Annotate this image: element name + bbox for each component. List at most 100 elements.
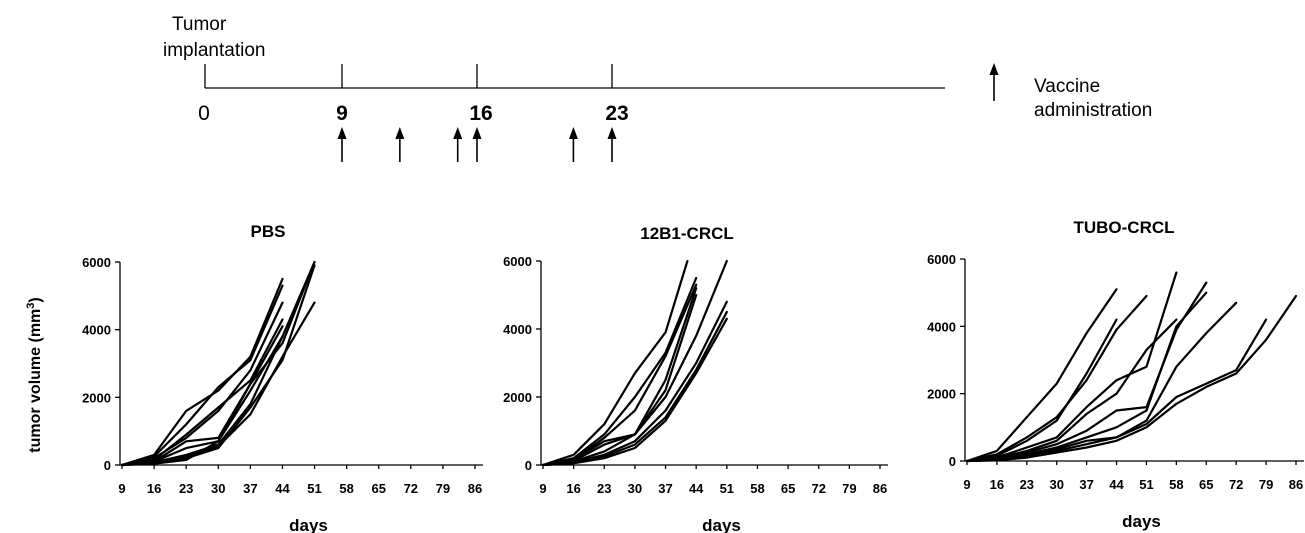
y-axis-label-close: ) [27, 297, 44, 302]
x-tick-label: 79 [1259, 477, 1273, 492]
y-axis-label-text: tumor volume (mm [27, 309, 44, 453]
vaccine-arrow-icon [607, 127, 617, 162]
timeline-day-23: 23 [605, 102, 628, 125]
x-tick-label: 72 [1229, 477, 1243, 492]
x-tick-label: 23 [597, 481, 611, 496]
x-tick-label: 30 [211, 481, 225, 496]
y-tick-label: 6000 [503, 254, 532, 269]
x-tick-label: 9 [118, 481, 125, 496]
x-tick-label: 65 [371, 481, 385, 496]
x-tick-label: 86 [1289, 477, 1303, 492]
series-line-7 [120, 260, 316, 467]
x-axis-label: days [1122, 512, 1161, 531]
x-tick-label: 65 [1199, 477, 1213, 492]
y-tick-label: 4000 [927, 319, 956, 334]
y-tick-label: 0 [104, 458, 111, 473]
x-tick-label: 72 [811, 481, 825, 496]
x-tick-label: 65 [781, 481, 795, 496]
timeline-day-9: 9 [336, 102, 348, 125]
legend-vaccine-line1: Vaccine [1034, 76, 1100, 97]
x-tick-label: 79 [436, 481, 450, 496]
series-line-10 [965, 294, 1298, 463]
series-line-9 [120, 264, 316, 467]
vaccine-arrow-icon [337, 127, 347, 162]
y-tick-label: 0 [949, 454, 956, 469]
x-tick-label: 51 [1139, 477, 1153, 492]
x-tick-label: 51 [720, 481, 734, 496]
x-tick-label: 9 [963, 477, 970, 492]
x-tick-label: 86 [468, 481, 482, 496]
chart-title: 12B1-CRCL [640, 224, 734, 243]
series-line-10 [120, 260, 316, 467]
y-tick-label: 2000 [503, 390, 532, 405]
x-tick-label: 79 [842, 481, 856, 496]
y-tick-label: 0 [525, 458, 532, 473]
x-tick-label: 58 [750, 481, 764, 496]
series-line-9 [541, 317, 728, 467]
chart-title: PBS [251, 222, 286, 241]
y-tick-label: 6000 [927, 252, 956, 267]
vaccine-arrows [337, 127, 617, 162]
y-tick-label: 4000 [503, 322, 532, 337]
vaccine-arrow-icon [395, 127, 405, 162]
vaccine-arrow-icon [568, 127, 578, 162]
x-tick-label: 16 [990, 477, 1004, 492]
y-axis-label: tumor volume (mm3) [25, 297, 44, 452]
series-line-8 [965, 301, 1238, 463]
x-tick-label: 58 [1169, 477, 1183, 492]
chart-title: TUBO-CRCL [1073, 218, 1174, 237]
series-line-1 [541, 259, 689, 467]
charts: PBS 0 2000 4000 6000 9 16 23 30 37 44 51 58 65 72 79 86 d… [82, 218, 1304, 533]
timeline-day-0: 0 [198, 102, 210, 125]
series-line-4 [120, 318, 284, 467]
x-tick-label: 23 [1020, 477, 1034, 492]
legend-vaccine-line2: administration [1034, 100, 1152, 121]
x-axis-label: days [289, 516, 328, 533]
vaccine-arrow-icon [453, 127, 463, 162]
timeline-start-label-line2: implantation [163, 40, 265, 61]
x-tick-label: 37 [243, 481, 257, 496]
chart-2: 12B1-CRCL 0 2000 4000 6000 9 16 23 30 37 44 51 58 65 7… [503, 224, 888, 533]
x-tick-label: 37 [658, 481, 672, 496]
series-line-1 [965, 288, 1118, 463]
y-axis-label-superscript: 3 [25, 303, 37, 309]
x-tick-label: 44 [1109, 477, 1124, 492]
legend-vaccine: Vaccine administration [989, 63, 1152, 121]
series-line-2 [120, 284, 284, 467]
vaccine-arrow-icon [472, 127, 482, 162]
legend-vaccine-label: Vaccine administration [1034, 76, 1152, 121]
series-line-2 [541, 276, 698, 467]
series-line-2 [965, 294, 1148, 463]
x-tick-label: 23 [179, 481, 193, 496]
x-tick-label: 37 [1079, 477, 1093, 492]
y-tick-label: 6000 [82, 255, 111, 270]
x-tick-label: 16 [147, 481, 161, 496]
y-tick-label: 2000 [927, 387, 956, 402]
x-tick-label: 51 [307, 481, 321, 496]
x-tick-label: 72 [404, 481, 418, 496]
x-tick-label: 30 [628, 481, 642, 496]
chart-3: TUBO-CRCL 0 2000 4000 6000 9 16 23 30 37 44 51 58 65 7… [927, 218, 1304, 531]
series-line-1 [120, 277, 284, 467]
x-tick-label: 58 [339, 481, 353, 496]
series-line-3 [120, 301, 284, 467]
series-line-3 [965, 318, 1118, 463]
x-tick-label: 30 [1049, 477, 1063, 492]
x-axis-label: days [702, 516, 741, 533]
series-line-4 [965, 271, 1178, 463]
legend-arrowhead-icon [989, 63, 999, 75]
x-tick-label: 9 [539, 481, 546, 496]
timeline-start-label: Tumor implantation [163, 14, 265, 61]
chart-1: PBS 0 2000 4000 6000 9 16 23 30 37 44 51 58 65 72 79 86 d… [82, 222, 483, 533]
y-tick-label: 4000 [82, 323, 111, 338]
series-line-5 [965, 318, 1178, 463]
timeline-day-16: 16 [469, 102, 492, 125]
x-tick-label: 86 [873, 481, 887, 496]
timeline: Tumor implantation 0 9 16 23 Vaccine adm… [163, 14, 1152, 162]
x-tick-label: 16 [566, 481, 580, 496]
timeline-start-label-line1: Tumor [172, 14, 227, 35]
x-tick-label: 44 [689, 481, 704, 496]
y-tick-label: 2000 [82, 390, 111, 405]
x-tick-label: 44 [275, 481, 290, 496]
